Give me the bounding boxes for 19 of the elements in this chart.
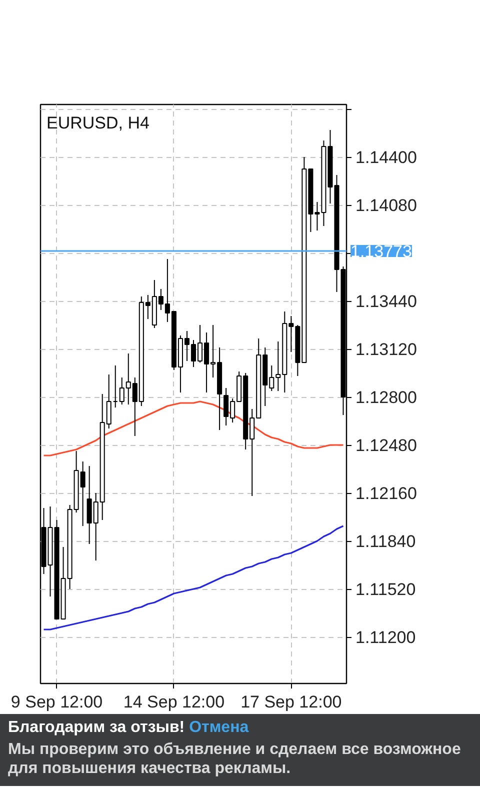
y-tick-label: 1.14400	[356, 148, 417, 167]
ref-line-label: 1.13773	[350, 242, 412, 262]
y-tick-label: 1.11840	[356, 532, 416, 551]
x-tick-label: 9 Sep 12:00	[10, 692, 103, 712]
text: Отмена	[189, 719, 249, 736]
y-tick-label: 1.11200	[356, 628, 416, 647]
text: Благодарим за отзыв!	[8, 719, 185, 736]
x-tick-label: 14 Sep 12:00	[123, 692, 225, 712]
y-tick-label: 1.11520	[356, 580, 416, 599]
line-series	[42, 525, 344, 630]
y-tick-label: 1.12160	[356, 484, 417, 503]
x-tick-label: 17 Sep 12:00	[240, 692, 342, 712]
y-tick-label: 1.12480	[356, 436, 417, 455]
text: Мы проверим это объявление и сделаем все возможное для повышения качества рекламы.	[8, 740, 462, 778]
y-tick-label: 1.14080	[356, 196, 417, 215]
y-tick-label: 1.12800	[356, 388, 417, 407]
y-tick-label: 1.13120	[356, 340, 417, 359]
y-tick-label: 1.13440	[356, 292, 417, 311]
text: EURUSD, H4	[46, 114, 150, 132]
